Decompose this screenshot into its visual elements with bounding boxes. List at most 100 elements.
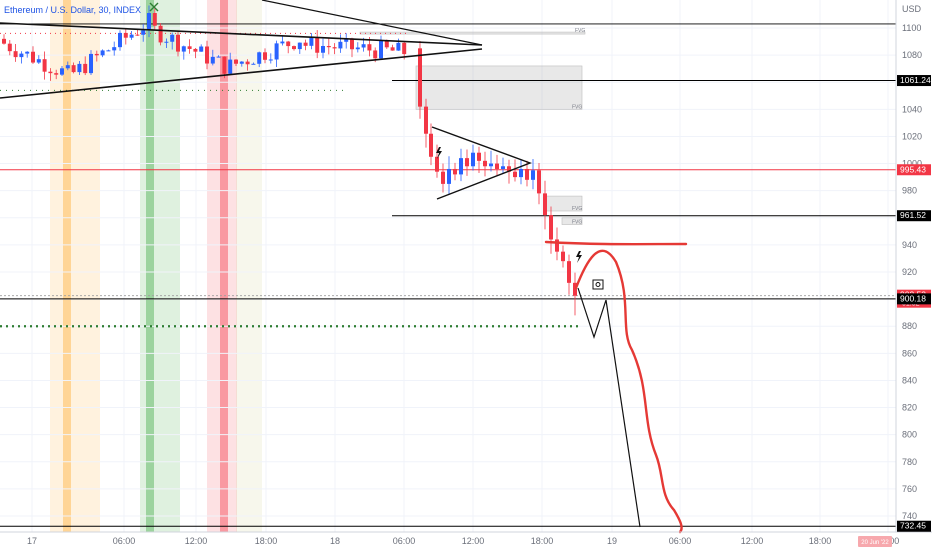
candle-body bbox=[257, 52, 262, 64]
session-band bbox=[220, 0, 228, 532]
candle-body bbox=[379, 40, 383, 59]
candle-body bbox=[118, 32, 122, 48]
y-tick-label: 880 bbox=[902, 321, 917, 331]
candle bbox=[453, 162, 457, 181]
drawings-layer bbox=[0, 0, 688, 534]
candle-body bbox=[280, 41, 285, 44]
candle-body bbox=[292, 46, 296, 50]
candle-body bbox=[234, 59, 238, 64]
y-tick-label: 1000 bbox=[902, 159, 922, 169]
candle-body bbox=[447, 168, 451, 184]
candle-body bbox=[135, 34, 140, 36]
fvg-label: FVG bbox=[572, 104, 582, 110]
candle-body bbox=[152, 13, 157, 26]
candle-body bbox=[286, 41, 291, 47]
candle bbox=[31, 46, 35, 64]
candle bbox=[141, 23, 146, 42]
price-tag bbox=[897, 210, 931, 222]
x-tick-label: 18:00 bbox=[531, 536, 554, 546]
candle bbox=[292, 45, 296, 51]
session-band bbox=[146, 0, 154, 532]
candle-body bbox=[519, 168, 523, 178]
projection-drawing bbox=[574, 249, 683, 534]
candle-body bbox=[418, 48, 422, 107]
session-band bbox=[140, 0, 180, 532]
candle bbox=[561, 245, 565, 268]
y-tick-label: 740 bbox=[902, 511, 917, 521]
candle bbox=[13, 44, 18, 62]
candle-body bbox=[441, 171, 445, 184]
candle bbox=[567, 254, 571, 295]
candle bbox=[7, 40, 12, 56]
candle bbox=[441, 163, 445, 193]
candle-body bbox=[129, 34, 134, 38]
candle-body bbox=[489, 163, 493, 167]
candle-body bbox=[453, 168, 457, 175]
x-tick-label: 17 bbox=[27, 536, 37, 546]
candle-body bbox=[321, 45, 325, 53]
candle bbox=[239, 61, 244, 67]
price-tag bbox=[897, 164, 931, 176]
candle-body bbox=[332, 47, 337, 49]
candle bbox=[42, 51, 47, 80]
y-tick-label: 780 bbox=[902, 457, 917, 467]
candle bbox=[513, 159, 517, 182]
candle-body bbox=[263, 52, 267, 60]
candle-body bbox=[7, 43, 12, 52]
candle-body bbox=[199, 46, 204, 52]
x-tick-label: 06:00 bbox=[393, 536, 416, 546]
candle bbox=[477, 146, 481, 173]
candle bbox=[216, 55, 221, 58]
candle-body bbox=[465, 158, 469, 167]
triangle-line-top bbox=[261, 0, 483, 46]
date-tag: 20 Jun '22 bbox=[858, 536, 892, 547]
candle-body bbox=[187, 46, 192, 49]
candle bbox=[106, 49, 111, 52]
candle bbox=[129, 31, 134, 40]
candle bbox=[187, 39, 192, 54]
candle-body bbox=[543, 193, 547, 216]
candle-body bbox=[60, 68, 64, 75]
session-band bbox=[236, 0, 262, 532]
price-tag-text: 995.43 bbox=[900, 164, 926, 174]
candle bbox=[263, 48, 267, 64]
y-tick-label: 760 bbox=[902, 484, 917, 494]
lightning-icon bbox=[576, 251, 582, 263]
candle bbox=[25, 51, 30, 58]
candle bbox=[234, 59, 238, 67]
price-tag-text: 961.52 bbox=[900, 210, 926, 220]
symbol-title[interactable]: Ethereum / U.S. Dollar, 30, INDEX bbox=[4, 5, 141, 15]
x-tick-label: 12:00 bbox=[462, 536, 485, 546]
candle bbox=[315, 30, 320, 59]
y-tick-label: 800 bbox=[902, 430, 917, 440]
price-tag-text: 1061.24 bbox=[900, 75, 931, 85]
candle-body bbox=[170, 34, 175, 42]
candle-body bbox=[77, 63, 82, 73]
candle bbox=[429, 123, 433, 166]
candle bbox=[193, 47, 198, 59]
triangle-line-upper bbox=[0, 22, 483, 46]
fvg-zones: FVG FVG FVG FVG bbox=[359, 28, 585, 226]
close-marker-icon bbox=[149, 2, 159, 12]
candle-body bbox=[123, 32, 128, 38]
triangle-line-lower bbox=[0, 48, 483, 99]
y-tick-label: 860 bbox=[902, 348, 917, 358]
horizontal-levels bbox=[0, 23, 896, 527]
candle bbox=[483, 151, 487, 177]
candle-body bbox=[147, 13, 151, 31]
candle-body bbox=[42, 59, 47, 72]
candle bbox=[19, 51, 24, 64]
candle-body bbox=[31, 51, 35, 63]
candle-body bbox=[326, 45, 331, 48]
candle bbox=[326, 38, 331, 55]
candle-body bbox=[65, 65, 70, 69]
candle-body bbox=[216, 56, 221, 58]
x-tick-label: 12:00 bbox=[185, 536, 208, 546]
candle bbox=[297, 42, 302, 54]
x-tick-label: 12:00 bbox=[741, 536, 764, 546]
fvg-label: FVG bbox=[572, 206, 582, 212]
candle bbox=[303, 39, 308, 51]
candle bbox=[176, 31, 180, 57]
candle-body bbox=[367, 44, 372, 51]
